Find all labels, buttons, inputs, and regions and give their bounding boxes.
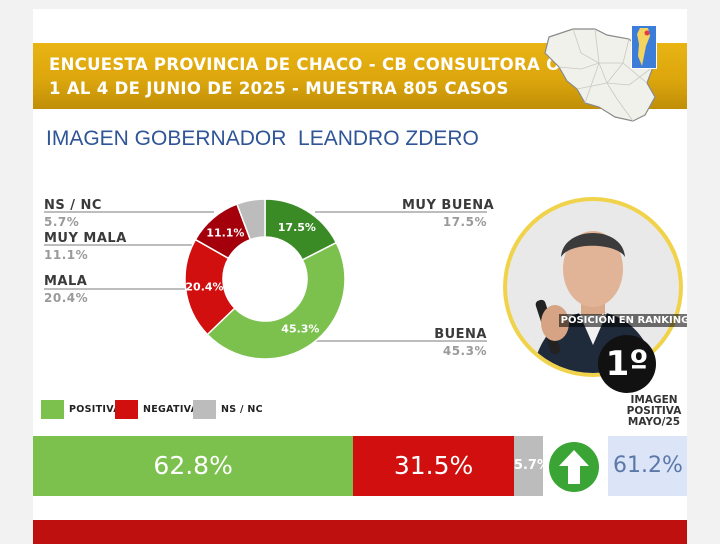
legend-swatch-nsnc bbox=[193, 400, 216, 419]
previous-value: 61.2% bbox=[608, 436, 687, 496]
donut-label-buena: 45.3% bbox=[281, 323, 319, 336]
leader-mala bbox=[44, 288, 189, 290]
previous-title-line-1: IMAGEN bbox=[630, 394, 678, 406]
survey-card: ENCUESTA PROVINCIA DE CHACO - CB CONSULT… bbox=[33, 9, 687, 544]
label-muy-buena-value: 17.5% bbox=[442, 215, 487, 229]
label-muy-mala-value: 11.1% bbox=[44, 248, 89, 262]
up-arrow-icon bbox=[549, 442, 599, 492]
bar-segment-positiva: 62.8% bbox=[33, 436, 354, 496]
previous-title-line-3: MAYO/25 bbox=[627, 416, 681, 428]
legend-text-negativa: NEGATIVA bbox=[143, 404, 199, 415]
legend-text-positiva: POSITIVA bbox=[69, 404, 121, 415]
legend-swatch-positiva bbox=[41, 400, 64, 419]
map-icon bbox=[544, 28, 656, 122]
donut-slice-ns-nc bbox=[235, 198, 266, 241]
legend-text-nsnc: NS / NC bbox=[221, 404, 263, 415]
label-mala-name: MALA bbox=[44, 274, 88, 289]
donut-label-muy-mala: 11.1% bbox=[206, 227, 244, 240]
leader-buena bbox=[315, 340, 487, 342]
province-map bbox=[537, 23, 657, 123]
header-line-2: 1 AL 4 DE JUNIO DE 2025 - MUESTRA 805 CA… bbox=[49, 79, 509, 98]
section-title: IMAGEN GOBERNADOR LEANDRO ZDERO bbox=[46, 127, 479, 150]
label-muy-mala-name: MUY MALA bbox=[44, 231, 127, 246]
label-buena-value: 45.3% bbox=[442, 344, 487, 358]
bar-segment-nsnc: 5.7% bbox=[513, 436, 550, 496]
previous-title-line-2: POSITIVA bbox=[626, 405, 682, 417]
leader-muy-buena bbox=[315, 211, 487, 213]
leader-nsnc bbox=[44, 211, 214, 213]
label-nsnc-name: NS / NC bbox=[44, 198, 102, 213]
legend-nsnc: NS / NC bbox=[193, 400, 263, 419]
label-nsnc-value: 5.7% bbox=[44, 215, 80, 229]
ranking-value: 1º bbox=[598, 335, 656, 393]
donut-slice-buena bbox=[206, 241, 346, 360]
donut-label-mala: 20.4% bbox=[185, 281, 223, 294]
bar-segment-negativa: 31.5% bbox=[353, 436, 514, 496]
ranking-label: POSICIÓN EN RANKING bbox=[559, 314, 687, 327]
donut-chart: 17.5% 45.3% 20.4% 11.1% bbox=[184, 198, 346, 360]
legend-negativa: NEGATIVA bbox=[115, 400, 198, 419]
leader-muy-mala bbox=[44, 244, 194, 246]
label-buena-name: BUENA bbox=[434, 327, 487, 342]
governor-portrait bbox=[503, 197, 683, 377]
label-muy-buena-name: MUY BUENA bbox=[402, 198, 495, 213]
footer-bar bbox=[33, 520, 687, 544]
header-line-1: ENCUESTA PROVINCIA DE CHACO - CB CONSULT… bbox=[49, 55, 573, 74]
label-mala-value: 20.4% bbox=[44, 291, 89, 305]
legend-positiva: POSITIVA bbox=[41, 400, 121, 419]
previous-title: IMAGEN POSITIVA MAYO/25 bbox=[599, 395, 687, 428]
argentina-locator-icon bbox=[631, 25, 657, 69]
donut-label-muy-buena: 17.5% bbox=[278, 221, 316, 234]
legend-swatch-negativa bbox=[115, 400, 138, 419]
